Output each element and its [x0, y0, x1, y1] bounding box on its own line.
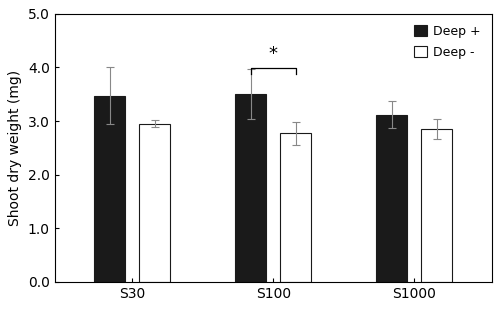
Bar: [280, 133, 312, 282]
Bar: [235, 94, 266, 282]
Bar: [94, 96, 125, 282]
Bar: [376, 115, 407, 282]
Y-axis label: Shoot dry weight (mg): Shoot dry weight (mg): [8, 70, 22, 226]
Text: *: *: [268, 45, 278, 63]
Bar: [421, 129, 452, 282]
Bar: [140, 124, 170, 282]
Legend: Deep +, Deep -: Deep +, Deep -: [409, 20, 486, 64]
